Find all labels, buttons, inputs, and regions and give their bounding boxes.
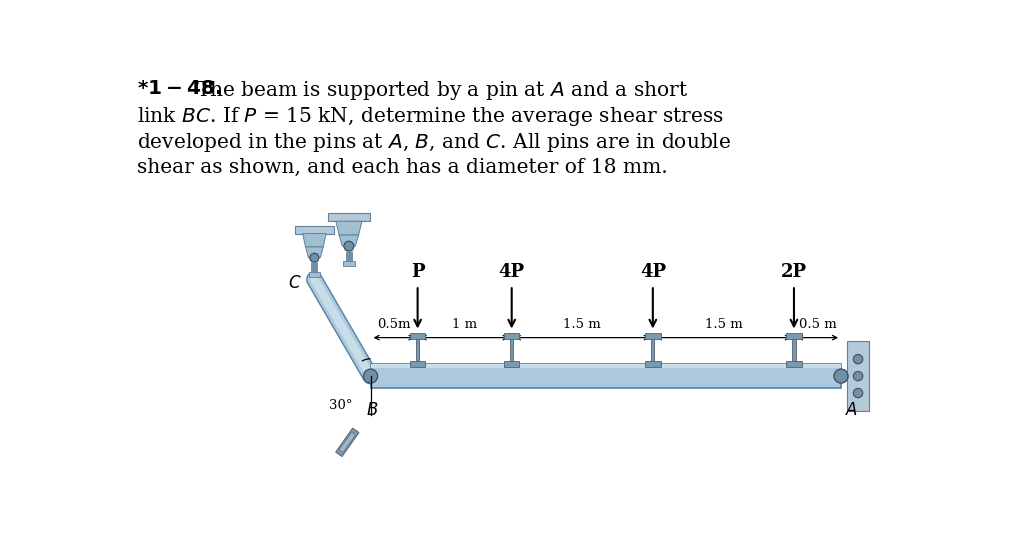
Polygon shape xyxy=(305,247,324,257)
Polygon shape xyxy=(343,261,354,266)
Text: $\mathbf{*1-48.}$: $\mathbf{*1-48.}$ xyxy=(137,79,222,98)
Polygon shape xyxy=(645,333,660,339)
Polygon shape xyxy=(336,221,361,235)
Text: P: P xyxy=(411,263,424,281)
Polygon shape xyxy=(510,336,513,364)
Text: The beam is supported by a pin at $A$ and a short: The beam is supported by a pin at $A$ an… xyxy=(197,79,688,102)
Text: 4P: 4P xyxy=(640,263,666,281)
Polygon shape xyxy=(309,273,319,277)
Polygon shape xyxy=(336,428,359,456)
Polygon shape xyxy=(303,234,327,247)
Polygon shape xyxy=(645,361,660,367)
Polygon shape xyxy=(339,432,355,453)
Polygon shape xyxy=(371,364,841,389)
Circle shape xyxy=(364,369,378,383)
Circle shape xyxy=(834,369,848,383)
Text: 1.5 m: 1.5 m xyxy=(705,318,742,331)
Text: 0.5m: 0.5m xyxy=(378,318,411,331)
Circle shape xyxy=(310,253,318,262)
Polygon shape xyxy=(793,336,796,364)
Circle shape xyxy=(853,354,862,364)
Polygon shape xyxy=(339,235,358,246)
Text: shear as shown, and each has a diameter of 18 mm.: shear as shown, and each has a diameter … xyxy=(137,157,668,177)
Polygon shape xyxy=(410,333,425,339)
Polygon shape xyxy=(328,213,370,221)
Polygon shape xyxy=(847,341,869,411)
Circle shape xyxy=(853,389,862,398)
Text: 2P: 2P xyxy=(781,263,807,281)
Text: 4P: 4P xyxy=(499,263,524,281)
Polygon shape xyxy=(410,361,425,367)
Polygon shape xyxy=(786,333,802,339)
Text: developed in the pins at $A$, $B$, and $C$. All pins are in double: developed in the pins at $A$, $B$, and $… xyxy=(137,131,731,154)
Polygon shape xyxy=(371,364,841,367)
Polygon shape xyxy=(416,336,419,364)
Polygon shape xyxy=(504,361,519,367)
Circle shape xyxy=(853,371,862,380)
Text: 30°: 30° xyxy=(330,399,353,412)
Polygon shape xyxy=(504,333,519,339)
Circle shape xyxy=(344,241,353,251)
Text: 1 m: 1 m xyxy=(453,318,477,331)
Polygon shape xyxy=(295,225,334,234)
Text: $A$: $A$ xyxy=(845,402,858,420)
Text: $C$: $C$ xyxy=(289,275,302,292)
Text: link $BC$. If $P$ = 15 kN, determine the average shear stress: link $BC$. If $P$ = 15 kN, determine the… xyxy=(137,105,724,128)
Polygon shape xyxy=(786,361,802,367)
Polygon shape xyxy=(651,336,654,364)
Text: $B$: $B$ xyxy=(366,402,378,420)
Text: 1.5 m: 1.5 m xyxy=(563,318,601,331)
Text: 0.5 m: 0.5 m xyxy=(799,318,837,331)
